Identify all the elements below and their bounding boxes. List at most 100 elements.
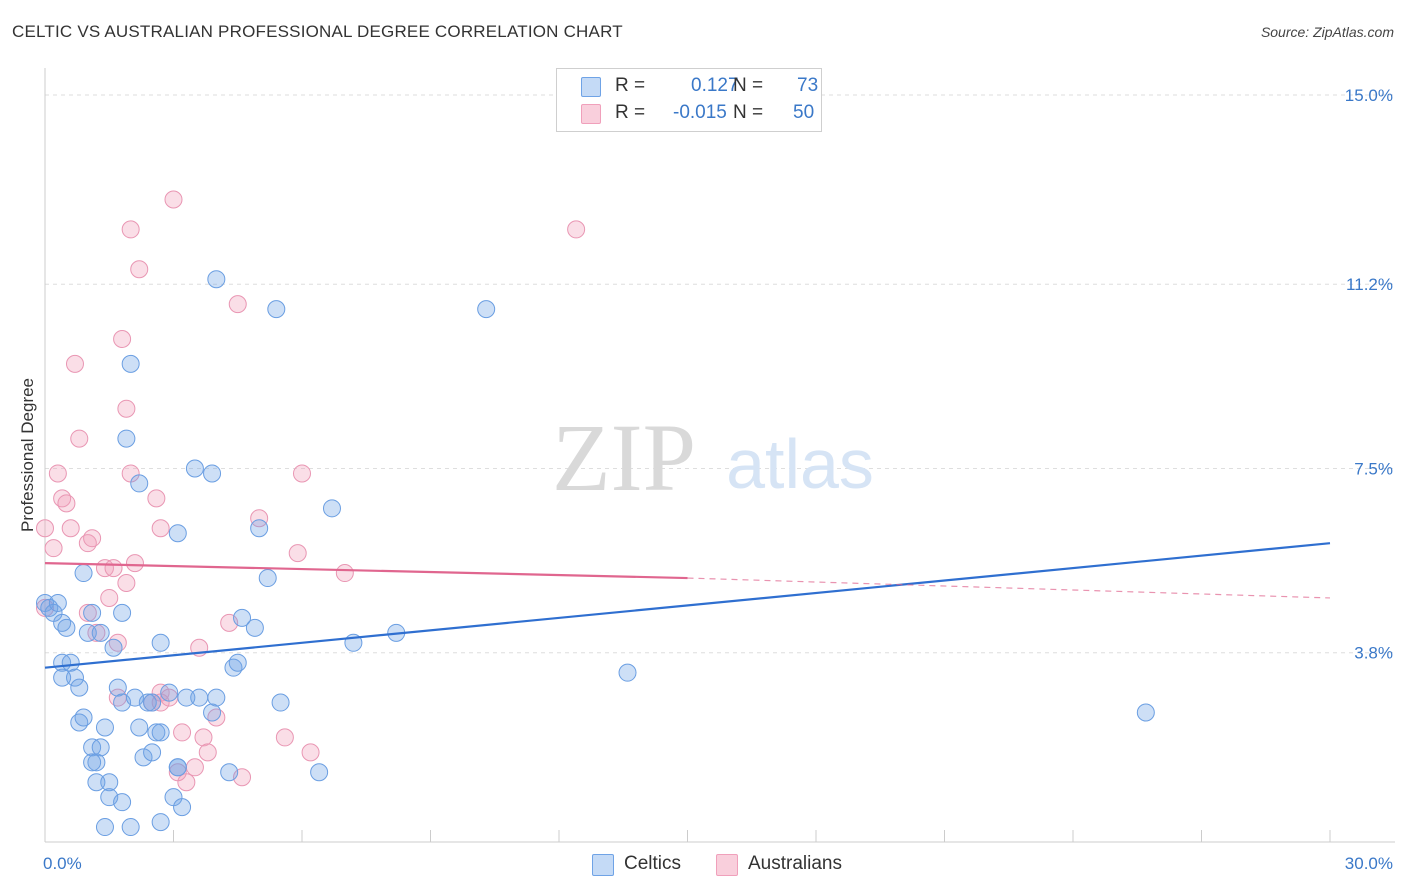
celtics-point: [74, 564, 93, 583]
australians-point: [44, 539, 63, 558]
trend-lines: [44, 542, 1331, 669]
australians-point: [78, 603, 97, 622]
celtics-point: [177, 688, 196, 707]
australians-point: [164, 190, 183, 209]
celtics-point: [87, 753, 106, 772]
tick-labels: 3.8% 7.5% 11.2% 15.0% 0.0% 30.0%: [43, 86, 1393, 873]
watermark-zip: ZIP: [552, 404, 696, 511]
bottom-legend-label: Australians: [748, 853, 842, 874]
australians-point: [151, 519, 170, 538]
australians-point: [147, 489, 166, 508]
celtics-point: [618, 663, 637, 682]
x-tick-label: 30.0%: [1345, 854, 1393, 873]
australians-point: [121, 220, 140, 239]
celtics-point: [134, 748, 153, 767]
celtics-point: [168, 524, 187, 543]
australians-point: [130, 260, 149, 279]
australians-point: [61, 519, 80, 538]
legend-r-value: 0.127: [691, 75, 739, 96]
celtics-point: [477, 300, 496, 319]
australians-point: [250, 509, 269, 528]
legend-n-value: 73: [797, 75, 819, 96]
australians-point: [100, 588, 119, 607]
celtics-point: [250, 519, 269, 538]
celtics-point: [91, 623, 110, 642]
celtics-point: [83, 753, 102, 772]
australians-point: [185, 758, 204, 777]
celtics-point: [87, 773, 106, 792]
celtics-point: [245, 618, 264, 637]
australians-point: [83, 529, 102, 548]
australians-point: [70, 429, 89, 448]
celtics-point: [258, 569, 277, 588]
celtics-point: [267, 300, 286, 319]
australians-point: [36, 519, 54, 538]
celtics-point: [70, 678, 89, 697]
australians-point: [194, 728, 213, 747]
legend-r-value: -0.015: [673, 102, 727, 123]
australians-point: [113, 329, 132, 348]
celtics-point: [203, 464, 222, 483]
celtics-point: [95, 818, 114, 837]
australians-point: [168, 763, 187, 782]
celtics-point: [271, 693, 290, 712]
bottom-legend-label: Celtics: [624, 853, 682, 874]
legend-n-value: 50: [793, 102, 815, 123]
legend-r-label: R =: [615, 75, 646, 96]
celtics-point: [53, 668, 72, 687]
celtics-point: [207, 270, 226, 289]
celtics-point: [130, 718, 149, 737]
celtics-point: [100, 773, 119, 792]
bottom-legend-swatch-blue: [592, 854, 614, 876]
stats-legend: R = 0.127 N = 73 R = -0.015 N = 50: [556, 68, 822, 132]
legend-n-label: N =: [733, 102, 764, 123]
celtics-point: [190, 688, 209, 707]
australians-point: [275, 728, 294, 747]
y-tick-label: 3.8%: [1354, 644, 1393, 663]
celtics-point: [138, 693, 157, 712]
australians-point: [293, 464, 311, 483]
celtics-point: [322, 499, 341, 518]
y-tick-label: 7.5%: [1354, 459, 1393, 478]
australians-point: [228, 295, 247, 314]
australians-point: [198, 743, 217, 762]
celtics-point: [108, 678, 127, 697]
celtics-point: [57, 618, 76, 637]
legend-swatch-blue: [581, 77, 601, 97]
chart-title: CELTIC VS AUSTRALIAN PROFESSIONAL DEGREE…: [12, 22, 623, 41]
australians-point: [301, 743, 320, 762]
celtics-point: [61, 653, 80, 672]
celtics-point: [185, 459, 204, 478]
australians-point: [288, 544, 307, 563]
celtics-point: [220, 763, 239, 782]
celtics-point: [143, 743, 162, 762]
gridlines: [45, 94, 1395, 654]
celtics-point: [168, 758, 187, 777]
celtics-point: [233, 608, 252, 627]
australians-point: [117, 574, 136, 593]
celtics-point: [203, 703, 222, 722]
x-tick-label: 0.0%: [43, 854, 82, 873]
celtics-point: [160, 683, 179, 702]
celtics-point: [143, 693, 162, 712]
australians-point: [65, 354, 84, 373]
legend-n-label: N =: [733, 75, 764, 96]
watermark-atlas: atlas: [726, 425, 874, 503]
celtics-point: [130, 474, 149, 493]
celtics-point: [151, 723, 170, 742]
celtics-point: [151, 813, 170, 832]
australians-point: [335, 564, 354, 583]
celtics-point: [113, 793, 132, 812]
celtics-point: [95, 718, 114, 737]
celtics-point: [78, 623, 97, 642]
celtics-point: [173, 798, 192, 817]
legend-swatch-pink: [581, 104, 601, 124]
source-label: Source: ZipAtlas.com: [1260, 24, 1394, 40]
celtics-point: [113, 603, 132, 622]
celtics-point: [121, 354, 140, 373]
celtics-point: [207, 688, 226, 707]
y-tick-label: 15.0%: [1345, 86, 1393, 105]
australians-point: [173, 723, 192, 742]
celtics-point: [310, 763, 329, 782]
